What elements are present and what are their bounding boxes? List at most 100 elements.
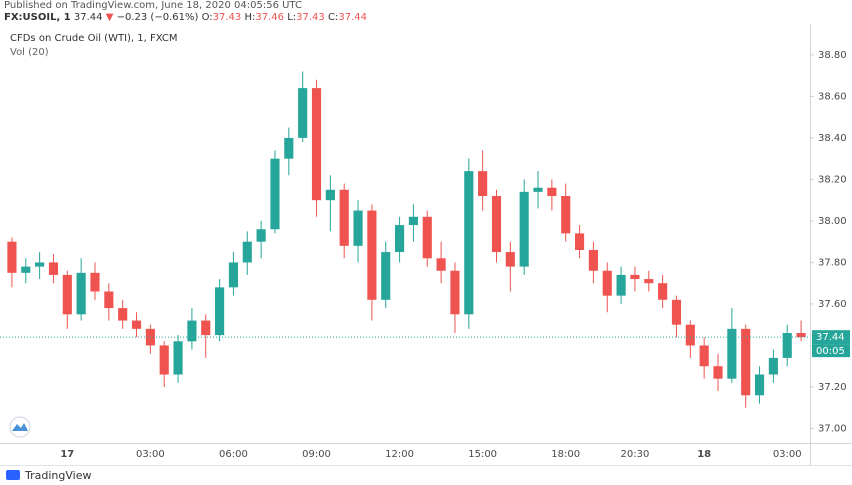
y-tick-label: 37.20 xyxy=(818,382,847,393)
candle-body xyxy=(699,345,709,367)
y-tick-label: 37.00 xyxy=(818,423,847,434)
price-axis-line xyxy=(810,24,811,466)
candle-body xyxy=(353,210,363,246)
x-tick-label: 15:00 xyxy=(468,449,497,460)
time-axis-line xyxy=(0,443,852,444)
candle-body xyxy=(671,299,682,325)
y-tick-label: 38.60 xyxy=(818,91,847,102)
volume-badge-shape xyxy=(12,423,28,431)
arrow: ▼ xyxy=(105,12,114,23)
change: −0.23 (−0.61%) xyxy=(116,12,199,23)
candle-body xyxy=(35,262,45,267)
y-tick-label: 38.40 xyxy=(818,133,847,144)
candle-body xyxy=(284,137,294,159)
y-tick-label: 38.20 xyxy=(818,174,847,185)
candle-body xyxy=(242,241,252,263)
candle-body xyxy=(173,341,183,375)
candle-body xyxy=(782,333,792,358)
candle-body xyxy=(754,374,765,396)
candle-body xyxy=(131,320,142,329)
candle-body xyxy=(561,196,571,234)
x-tick-label: 18 xyxy=(697,449,711,460)
candle-body xyxy=(270,158,280,230)
candle-body xyxy=(311,88,322,201)
chart-title: CFDs on Crude Oil (WTI), 1, FXCM xyxy=(10,33,178,44)
candle-body xyxy=(325,189,335,201)
x-tick-label: 17 xyxy=(60,449,74,460)
candle-body xyxy=(685,324,695,346)
candle-body xyxy=(215,287,225,336)
candle-body xyxy=(408,216,418,226)
h-label: H: xyxy=(244,12,256,23)
candle-body xyxy=(519,191,529,267)
last-price-tag xyxy=(812,330,850,345)
candle-body xyxy=(464,171,474,315)
countdown-label: 00:05 xyxy=(816,346,845,357)
logo xyxy=(6,470,20,480)
candle-body xyxy=(76,272,86,315)
candle-body xyxy=(367,210,377,300)
c-value: 37.44 xyxy=(338,12,367,23)
h-value: 37.46 xyxy=(255,12,285,23)
candle-body xyxy=(533,187,543,192)
candle-body xyxy=(588,249,598,271)
candle-body xyxy=(727,328,737,379)
logo-icon xyxy=(6,470,20,480)
candle-body xyxy=(547,187,557,197)
brand: TradingView xyxy=(24,469,91,482)
o-label: O: xyxy=(201,12,213,23)
candle-body xyxy=(616,274,626,296)
candle-body xyxy=(381,252,391,300)
last: 37.44 xyxy=(73,12,103,23)
candle-body xyxy=(505,252,515,267)
candle-body xyxy=(422,216,432,259)
footer-line xyxy=(0,465,852,466)
candle-body xyxy=(450,270,460,315)
candle-body xyxy=(187,320,197,342)
candle-body xyxy=(741,328,751,396)
candle-body xyxy=(574,233,585,250)
candle-body xyxy=(644,279,654,284)
x-tick-label: 18:00 xyxy=(551,449,580,460)
candle-body xyxy=(630,274,640,280)
y-tick-label: 37.60 xyxy=(818,299,847,310)
candle-body xyxy=(90,272,100,292)
candle-body xyxy=(298,88,308,138)
x-tick-label: 03:00 xyxy=(136,449,165,460)
candle-body xyxy=(159,345,169,375)
candle-body xyxy=(395,225,405,253)
candle-body xyxy=(48,262,59,275)
o-value: 37.43 xyxy=(212,12,242,23)
candle-body xyxy=(491,196,502,253)
candle-body xyxy=(7,241,17,273)
symbol-line: FX:USOIL, 1 37.44 ▼ −0.23 (−0.61%) O:37.… xyxy=(4,12,367,24)
x-tick-label: 06:00 xyxy=(219,449,248,460)
volume-icon xyxy=(9,416,31,438)
y-tick-label: 37.80 xyxy=(818,257,847,268)
c-label: C: xyxy=(327,12,339,23)
x-tick-label: 09:00 xyxy=(302,449,331,460)
candle-body xyxy=(713,366,723,379)
countdown-tag xyxy=(812,344,850,358)
candle-body xyxy=(768,357,778,375)
y-tick-label: 38.80 xyxy=(818,50,847,61)
x-tick-label: 12:00 xyxy=(385,449,414,460)
candle-body xyxy=(339,189,349,246)
indicator-label: Vol (20) xyxy=(10,47,49,58)
candle-body xyxy=(796,333,806,338)
published-note: Published on TradingView.com, June 18, 2… xyxy=(4,0,302,11)
candle-body xyxy=(602,270,612,296)
candle-body xyxy=(201,320,211,336)
last-price-label: 37.44 xyxy=(816,332,845,343)
l-label: L: xyxy=(287,12,297,23)
candle-body xyxy=(478,171,488,197)
symbol: FX:USOIL, 1 xyxy=(4,12,71,23)
x-tick-label: 20:30 xyxy=(621,449,650,460)
candle-body xyxy=(436,258,446,271)
l-value: 37.43 xyxy=(296,12,325,23)
candle-body xyxy=(104,291,114,309)
y-tick-label: 38.00 xyxy=(818,216,847,227)
candle-body xyxy=(256,229,266,242)
